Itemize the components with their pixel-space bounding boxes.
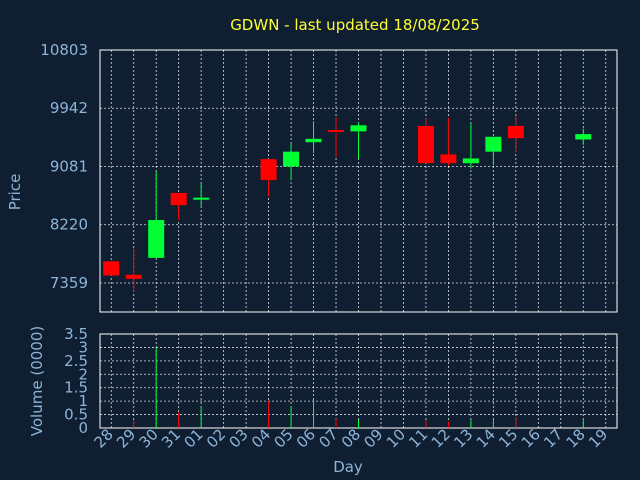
volume-tick-label: 3.5	[64, 325, 88, 343]
candle-body	[125, 274, 142, 279]
candle-body	[507, 125, 524, 139]
chart-title: GDWN - last updated 18/08/2025	[230, 16, 480, 34]
day-axis-label: Day	[333, 458, 363, 476]
volume-tick-label: 2	[78, 365, 88, 383]
volume-tick-label: 1	[78, 392, 88, 410]
candle-body	[103, 261, 120, 276]
candle-body	[485, 136, 502, 152]
candle-body	[283, 151, 300, 167]
candle-body	[462, 158, 479, 164]
candles	[103, 115, 592, 292]
volume-axis-label: Volume (0000)	[28, 326, 46, 436]
volume-tick-label: 1.5	[64, 379, 88, 397]
price-tick-label: 10803	[40, 41, 88, 59]
price-panel: 7359 8220 9081 9942 10803	[40, 41, 618, 313]
candle-body	[170, 192, 187, 206]
price-tick-label: 7359	[50, 274, 88, 292]
volume-plot-frame	[99, 333, 618, 429]
volume-panel: 00.511.522.533.5	[64, 325, 618, 437]
candle-body	[148, 219, 165, 258]
candle-body	[350, 125, 367, 132]
price-axis-label: Price	[6, 174, 24, 211]
price-tick-label: 8220	[50, 216, 88, 234]
volume-tick-label: 3	[78, 338, 88, 356]
candle-body	[305, 138, 322, 143]
volume-tick-label: 0.5	[64, 406, 88, 424]
x-axis-ticks: 2829303101020304050607080910111213141516…	[91, 425, 612, 451]
candle-body	[328, 130, 345, 133]
price-tick-label: 9081	[50, 157, 88, 175]
price-plot-frame	[99, 49, 618, 313]
volume-tick-label: 2.5	[64, 352, 88, 370]
candle-body	[193, 197, 210, 200]
volume-tick-label: 0	[78, 419, 88, 437]
candle-body	[260, 159, 277, 181]
x-tick-label: 19	[585, 425, 611, 451]
candle-body	[575, 134, 592, 140]
candle-body	[417, 125, 434, 164]
candle-body	[440, 154, 457, 164]
price-tick-label: 9942	[50, 99, 88, 117]
